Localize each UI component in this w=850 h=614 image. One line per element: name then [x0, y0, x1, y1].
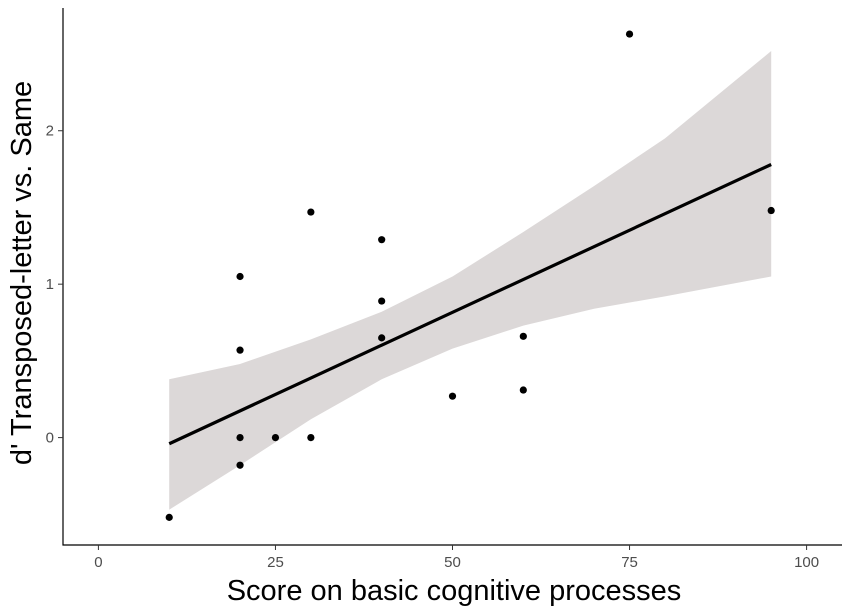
data-point — [378, 297, 386, 305]
data-point — [448, 392, 457, 400]
data-point — [236, 461, 244, 469]
x-tick-label: 100 — [794, 554, 819, 571]
data-point — [378, 236, 386, 244]
data-point — [767, 206, 775, 215]
data-point — [236, 434, 244, 442]
y-tick-label: 0 — [46, 430, 54, 447]
data-point — [519, 332, 527, 340]
x-tick-label: 0 — [94, 554, 102, 571]
data-point — [236, 346, 244, 354]
x-tick-label: 25 — [267, 554, 284, 571]
x-tick-label: 75 — [621, 554, 638, 571]
y-tick-label: 1 — [46, 276, 54, 293]
y-axis-title: d' Transposed-letter vs. Same — [6, 81, 38, 465]
data-point — [307, 208, 315, 216]
data-point — [519, 386, 527, 394]
data-point — [307, 434, 315, 442]
x-tick-label: 50 — [444, 554, 461, 571]
data-point — [625, 30, 634, 38]
data-point — [378, 334, 386, 342]
confidence-band — [169, 51, 772, 510]
x-axis-title: Score on basic cognitive processes — [227, 575, 682, 607]
regression-line — [168, 163, 772, 446]
data-point — [236, 272, 244, 281]
y-tick-label: 2 — [46, 123, 54, 140]
data-point — [271, 434, 280, 442]
data-point — [165, 513, 173, 521]
